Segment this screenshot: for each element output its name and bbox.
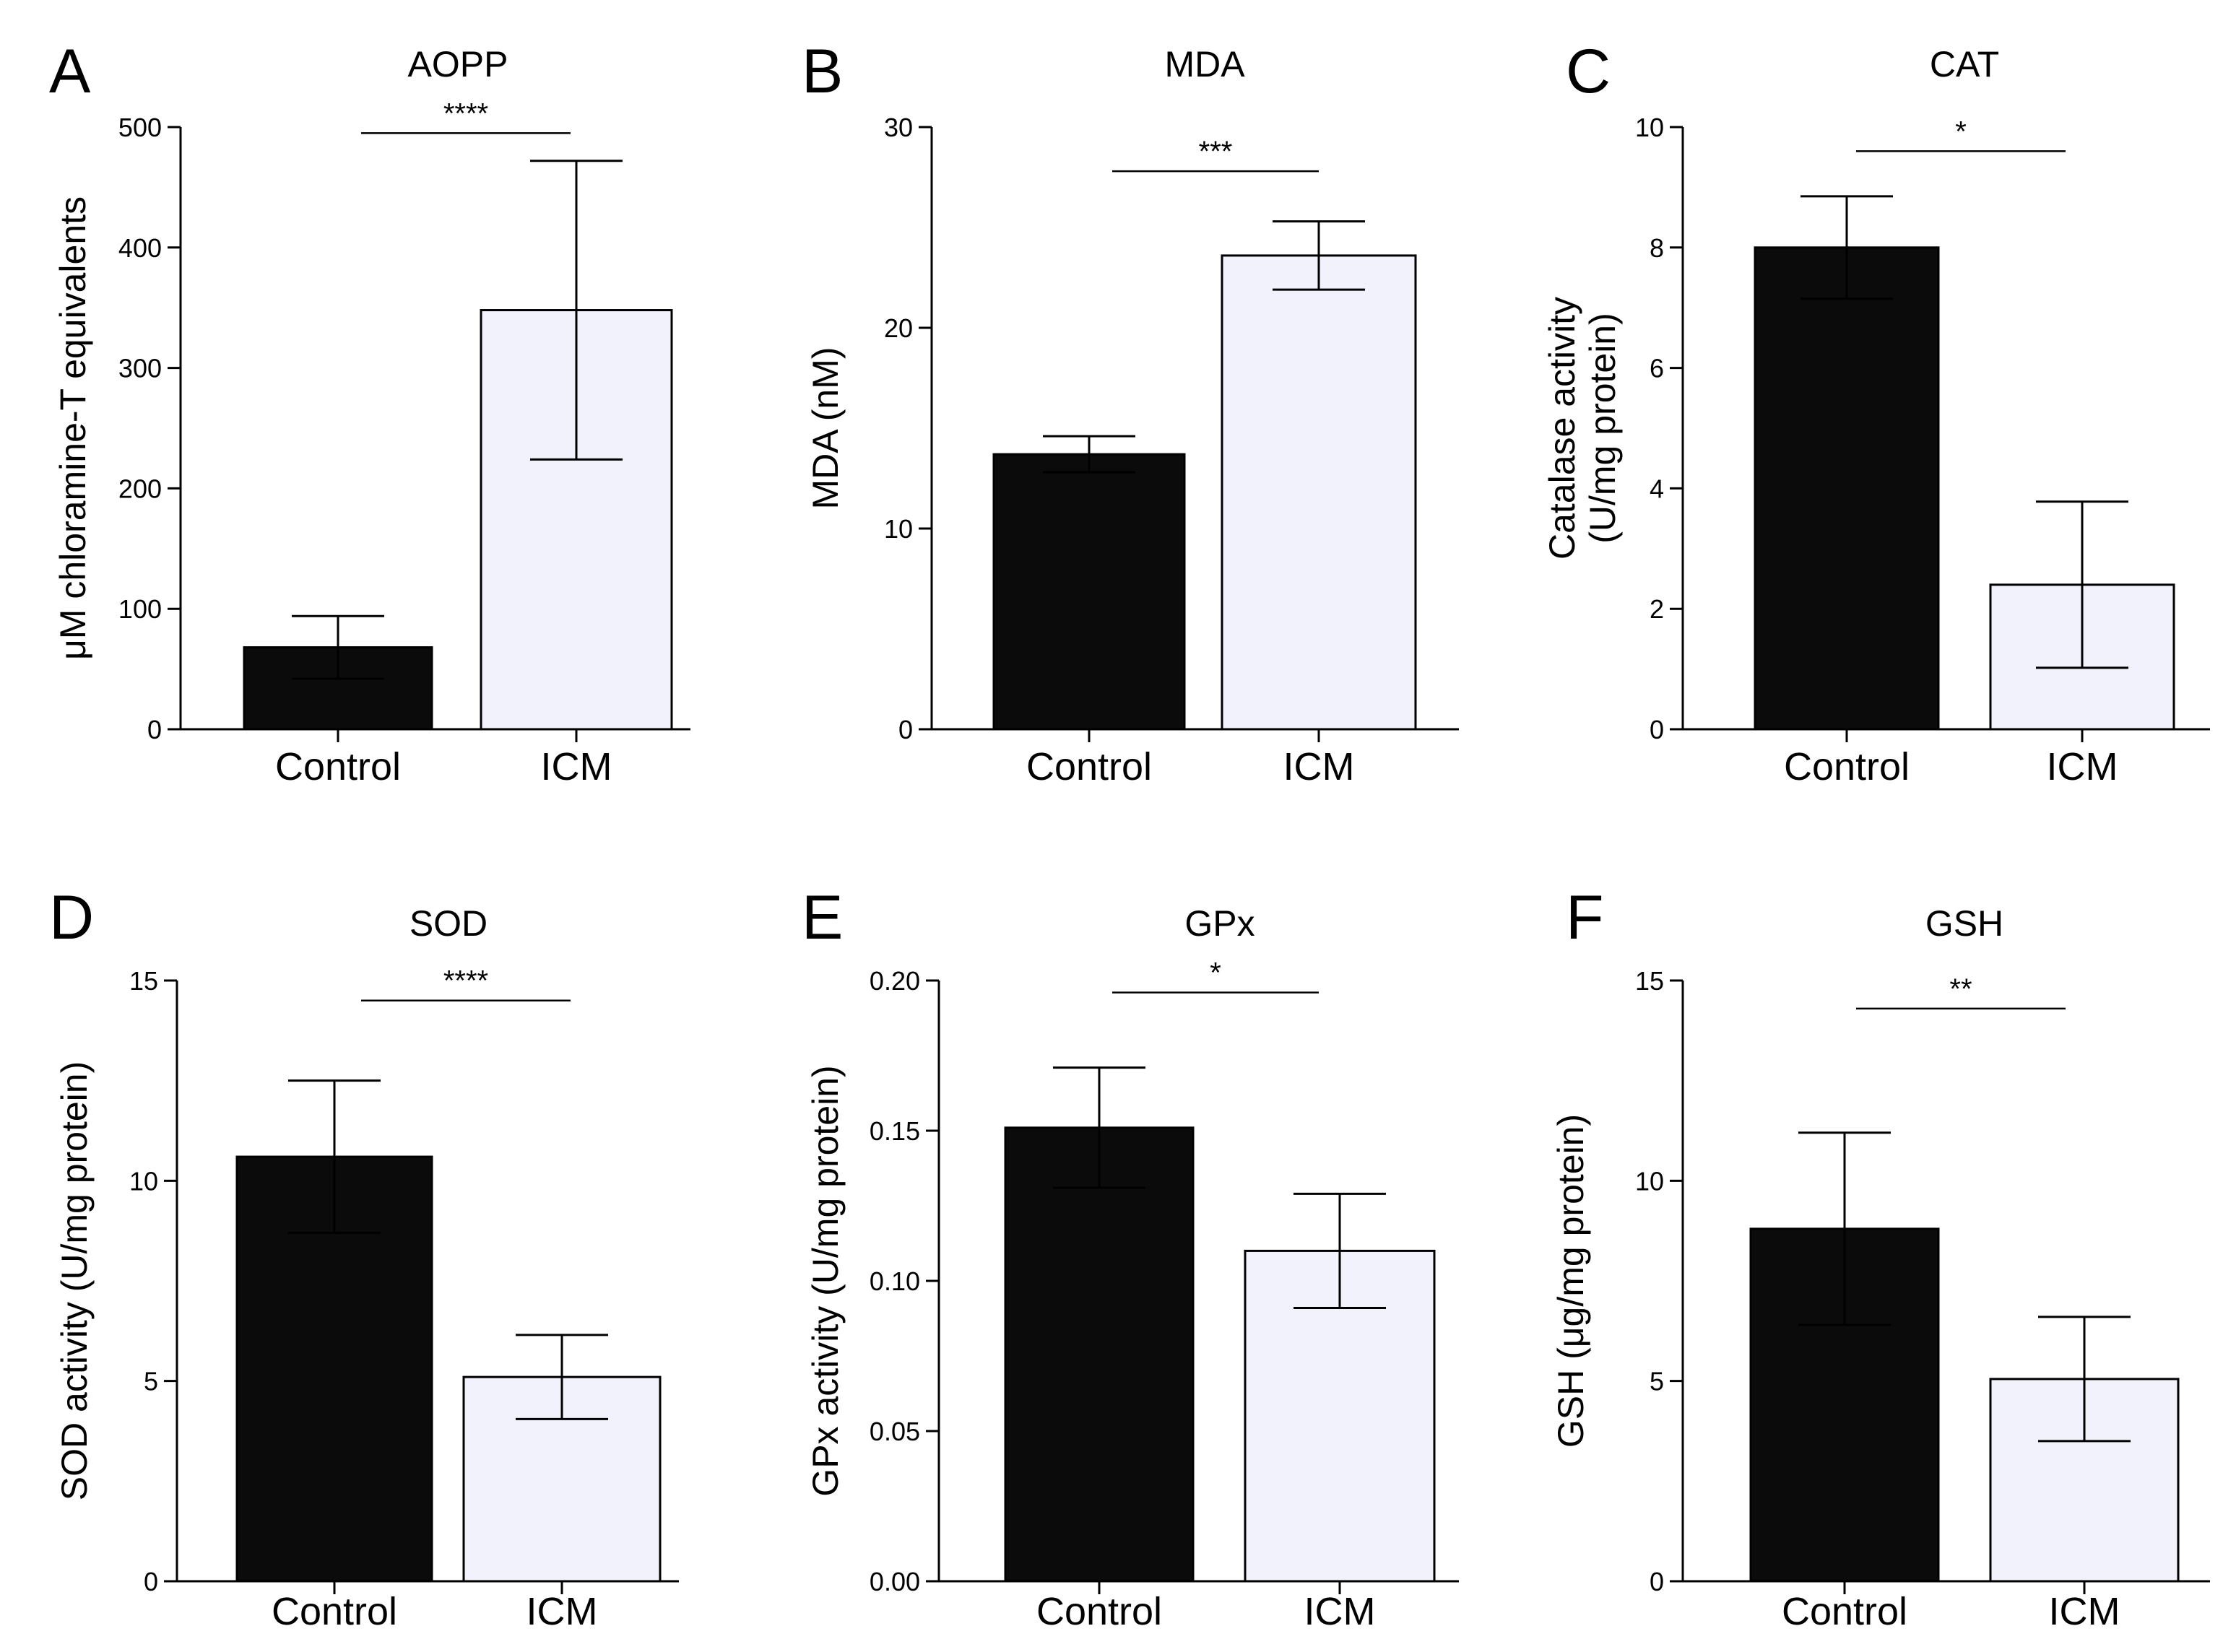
category-label: Control [1026, 745, 1152, 788]
chart-title: AOPP [408, 44, 508, 84]
y-axis-label: MDA (nM) [805, 347, 846, 510]
y-tick-label: 5 [144, 1367, 158, 1396]
y-tick-label: 0 [1650, 1567, 1664, 1596]
y-tick-label: 4 [1650, 474, 1664, 503]
significance-label: **** [443, 97, 488, 129]
category-label: ICM [541, 745, 612, 788]
y-tick-label: 8 [1650, 233, 1664, 263]
y-tick-label: 10 [129, 1166, 158, 1196]
category-label: ICM [526, 1590, 598, 1633]
panel-letter: F [1566, 883, 1604, 952]
chart-title: GPx [1184, 903, 1254, 944]
panel-letter: E [802, 883, 843, 952]
panel-letter: D [49, 883, 94, 952]
y-axis-label: GPx activity (U/mg protein) [805, 1065, 846, 1496]
category-label: ICM [1283, 745, 1355, 788]
y-tick-label: 6 [1650, 354, 1664, 383]
y-tick-label: 100 [118, 594, 162, 624]
significance-label: *** [1199, 136, 1233, 168]
y-tick-label: 30 [884, 113, 913, 142]
chart-title: GSH [1925, 903, 2003, 944]
y-tick-label: 15 [1635, 966, 1664, 996]
y-tick-label: 0.05 [870, 1417, 920, 1446]
category-label: Control [1036, 1590, 1162, 1633]
category-label: Control [272, 1590, 397, 1633]
category-label: Control [1784, 745, 1910, 788]
bar-icm [1221, 254, 1417, 731]
bar-control [1754, 246, 1940, 731]
category-label: ICM [2049, 1590, 2120, 1633]
y-tick-label: 200 [118, 474, 162, 503]
category-label: ICM [1304, 1590, 1376, 1633]
panel-letter: B [802, 37, 843, 106]
category-label: Control [1782, 1590, 1907, 1633]
bar-control [992, 453, 1186, 731]
chart-title: SOD [410, 903, 488, 944]
y-tick-label: 0 [898, 715, 913, 744]
y-tick-label: 400 [118, 233, 162, 263]
chart-title: CAT [1930, 44, 1999, 84]
chart-panel-f: F GSH 0 5 10 15 GSH (μg/mg protein) Control ICM *… [1551, 883, 2210, 1633]
y-tick-label: 2 [1650, 594, 1664, 624]
y-axis-label: GSH (μg/mg protein) [1551, 1114, 1591, 1448]
y-tick-label: 10 [1635, 113, 1664, 142]
significance-label: ** [1949, 973, 1972, 1005]
y-axis-label: (U/mg protein) [1582, 313, 1623, 544]
panel-letter: A [49, 37, 91, 106]
y-tick-label: 0 [144, 1567, 158, 1596]
panel-letter: C [1566, 37, 1611, 106]
chart-panel-a: A AOPP 0 100 200 300 400 500 μM chloramine-T equ… [49, 37, 690, 788]
chart-panel-c: C CAT 0 2 4 6 8 10 Catalase activity (U/mg protei… [1542, 37, 2210, 788]
y-axis-label: SOD activity (U/mg protein) [54, 1061, 95, 1500]
chart-panel-b: B MDA 0 10 20 30 MDA (nM) Control ICM *** [802, 37, 1459, 788]
y-tick-label: 0.10 [870, 1266, 920, 1296]
bar-control [1004, 1126, 1195, 1583]
y-axis-label: Catalase activity [1542, 297, 1582, 560]
y-tick-label: 10 [1635, 1166, 1664, 1196]
category-label: ICM [2047, 745, 2118, 788]
y-tick-label: 500 [118, 113, 162, 142]
y-tick-label: 15 [129, 966, 158, 996]
significance-label: * [1955, 116, 1967, 147]
y-tick-label: 0 [147, 715, 162, 744]
y-tick-label: 20 [884, 313, 913, 343]
y-tick-label: 0.20 [870, 966, 920, 996]
y-tick-label: 0.00 [870, 1567, 920, 1596]
category-label: Control [275, 745, 401, 788]
y-tick-label: 0.15 [870, 1116, 920, 1146]
y-axis-label: μM chloramine-T equivalents [53, 196, 93, 660]
significance-label: **** [443, 965, 488, 997]
significance-label: * [1210, 957, 1221, 989]
y-tick-label: 300 [118, 354, 162, 383]
chart-panel-d: D SOD 0 5 10 15 SOD activity (U/mg protein) Con… [49, 883, 679, 1633]
chart-panel-e: E GPx 0.00 0.05 0.10 0.15 0.20 GPx activity (U/… [802, 883, 1459, 1633]
y-tick-label: 5 [1650, 1367, 1664, 1396]
y-tick-label: 10 [884, 514, 913, 544]
chart-title: MDA [1164, 44, 1245, 84]
y-tick-label: 0 [1650, 715, 1664, 744]
